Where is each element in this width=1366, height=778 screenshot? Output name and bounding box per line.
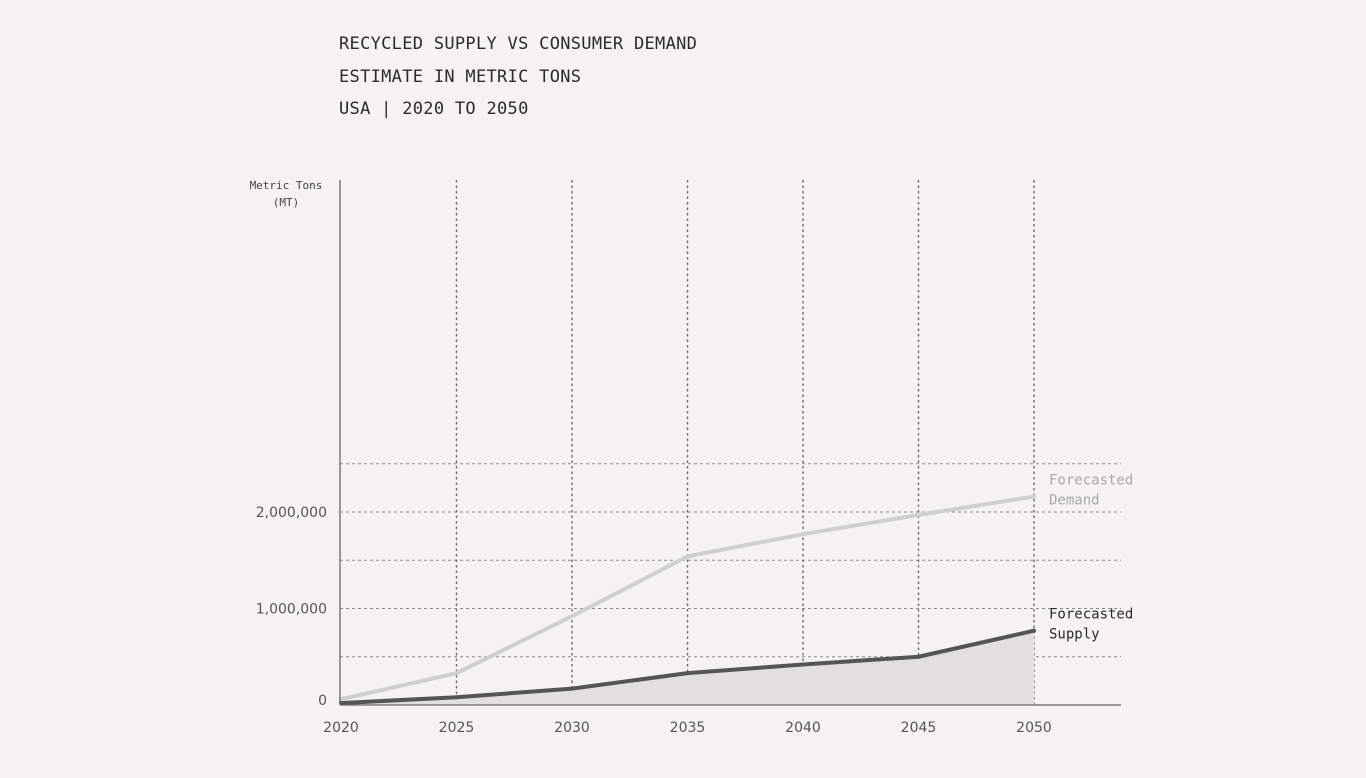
y-tick-label: 0 xyxy=(318,693,327,709)
forecasted-demand-point xyxy=(570,614,574,619)
area-layer xyxy=(341,630,1034,705)
lines-layer xyxy=(339,494,1036,706)
x-tick-label: 2020 xyxy=(323,720,359,736)
forecasted-demand-label: Forecasted xyxy=(1049,473,1133,489)
x-tick-label: 2050 xyxy=(1016,720,1052,736)
forecasted-demand-label: Demand xyxy=(1049,493,1100,509)
y-axis-label-line-1: Metric Tons xyxy=(250,179,323,192)
series-labels: Forecasted Demand Forecasted Supply xyxy=(1049,473,1133,643)
forecasted-supply-point xyxy=(916,654,921,659)
x-tick-label: 2045 xyxy=(901,720,937,736)
forecasted-demand-point xyxy=(916,512,921,517)
supply-area-fill xyxy=(341,630,1034,705)
forecasted-demand-point xyxy=(454,671,459,676)
chart-title-line-1: RECYCLED SUPPLY VS CONSUMER DEMAND xyxy=(339,34,698,54)
forecasted-supply-point xyxy=(685,671,690,676)
y-axis-label-line-2: (MT) xyxy=(273,196,300,209)
grid xyxy=(340,180,1121,705)
tick-labels: 2020 2025 2030 2035 2040 2045 2050 0 1,000,000 2,… xyxy=(256,505,1052,736)
forecasted-supply-point xyxy=(801,662,805,667)
y-tick-label: 2,000,000 xyxy=(256,505,327,521)
forecasted-demand-point xyxy=(801,532,805,537)
chart-title: RECYCLED SUPPLY VS CONSUMER DEMAND ESTIM… xyxy=(339,33,697,131)
forecasted-supply-point xyxy=(570,686,574,691)
forecasted-demand-point xyxy=(1032,494,1036,499)
forecasted-supply-point xyxy=(454,695,459,700)
forecasted-supply-label: Forecasted xyxy=(1049,607,1133,623)
x-tick-label: 2035 xyxy=(670,720,706,736)
forecasted-supply-point xyxy=(1032,628,1036,633)
x-tick-label: 2025 xyxy=(439,720,475,736)
x-tick-label: 2040 xyxy=(785,720,821,736)
forecasted-demand-point xyxy=(685,554,690,559)
x-tick-label: 2030 xyxy=(554,720,590,736)
chart-title-line-3: USA | 2020 TO 2050 xyxy=(339,99,529,119)
y-tick-label: 1,000,000 xyxy=(256,602,327,618)
forecasted-supply-label: Supply xyxy=(1049,627,1100,643)
chart-title-line-2: ESTIMATE IN METRIC TONS xyxy=(339,66,582,87)
